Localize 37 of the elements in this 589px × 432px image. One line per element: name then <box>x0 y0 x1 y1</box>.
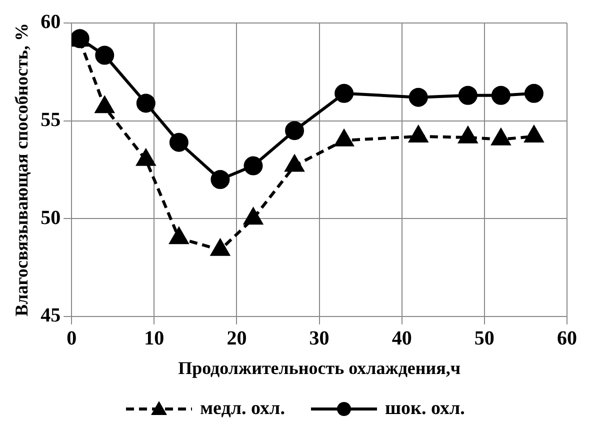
point <box>95 96 114 114</box>
point <box>491 86 510 105</box>
x-tick-label: 30 <box>309 328 330 350</box>
x-tick-label: 10 <box>144 328 164 350</box>
point <box>458 126 478 144</box>
x-tick-label: 40 <box>392 328 412 350</box>
point <box>169 132 188 152</box>
point <box>244 208 263 225</box>
point <box>334 130 354 146</box>
y-tick-label: 60 <box>40 11 61 34</box>
point <box>285 121 304 140</box>
point <box>95 46 114 65</box>
legend-label: медл. охл. <box>200 398 285 420</box>
point <box>334 84 354 103</box>
point <box>210 170 230 189</box>
x-tick-label: 0 <box>66 328 77 350</box>
point <box>524 126 544 142</box>
point <box>170 228 188 244</box>
point <box>408 88 428 107</box>
x-tick-label: 50 <box>474 328 494 350</box>
y-tick-label: 50 <box>40 206 61 229</box>
y-tick-label: 55 <box>40 108 61 131</box>
x-tick-label: 20 <box>226 328 247 350</box>
point <box>524 84 544 103</box>
point <box>458 86 478 105</box>
point <box>492 128 510 146</box>
y-axis-title: Влагосвязывающая способность, % <box>11 23 32 316</box>
legend-label: шок. охл. <box>384 398 465 420</box>
y-tick-label: 45 <box>40 304 61 327</box>
x-axis-title: Продолжительность охлаждения,ч <box>178 358 461 378</box>
point <box>136 94 156 113</box>
point <box>409 126 428 142</box>
point <box>136 149 156 166</box>
point <box>285 155 304 172</box>
point <box>210 239 230 256</box>
point <box>244 156 263 176</box>
x-tick-label: 60 <box>557 328 577 350</box>
